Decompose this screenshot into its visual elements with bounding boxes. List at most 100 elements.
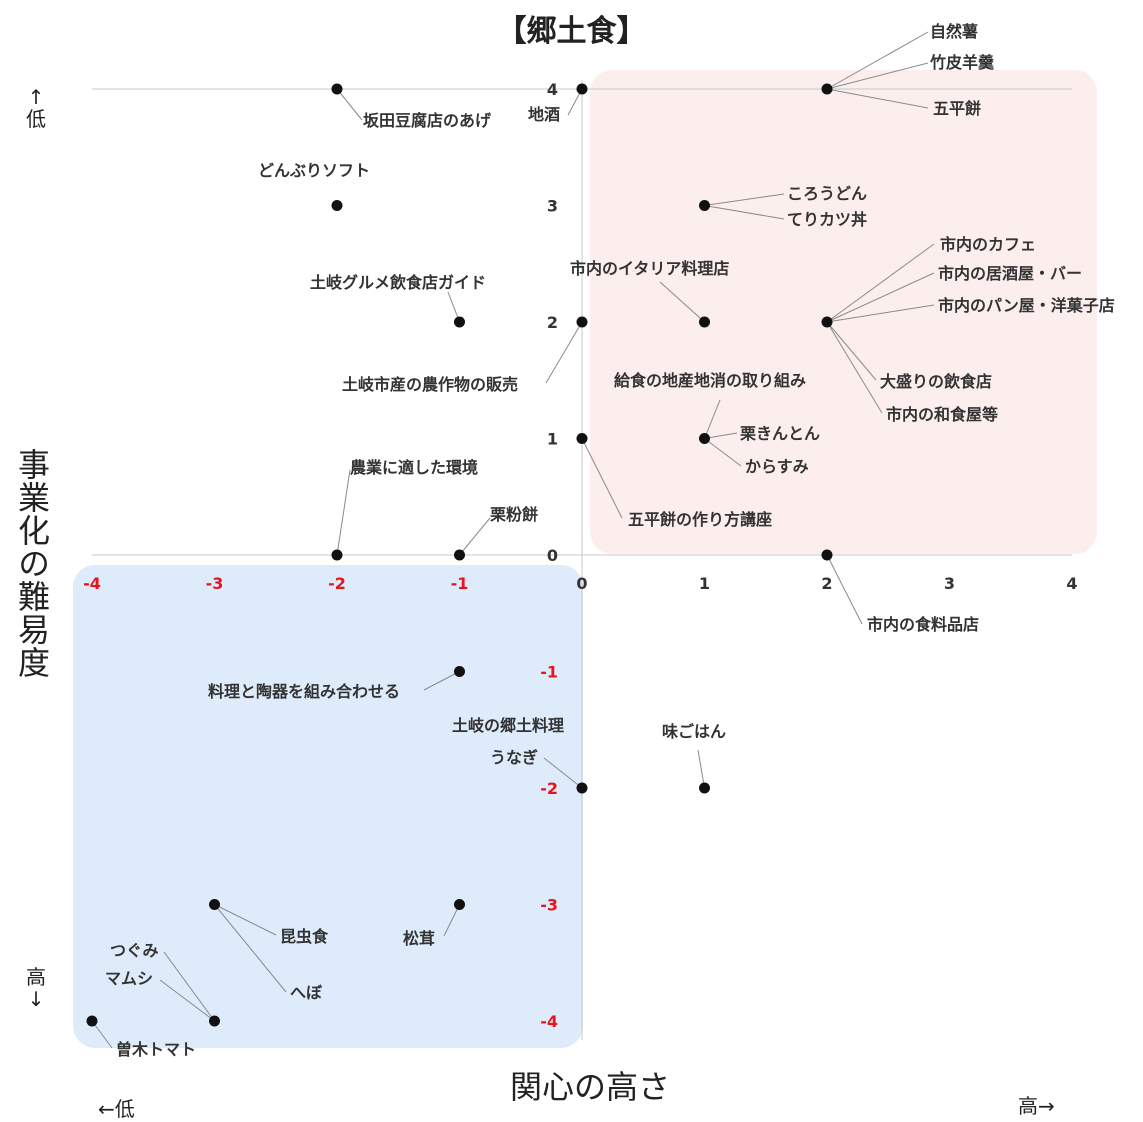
leader-line <box>826 62 929 90</box>
data-point <box>576 83 588 95</box>
leader-line <box>336 88 363 121</box>
data-point <box>576 316 588 328</box>
point-label: うなぎ <box>490 748 538 767</box>
y-tick-label: -4 <box>540 1012 558 1031</box>
y-tick-label: 4 <box>547 80 558 99</box>
y-axis-low-indicator: ↑ 低 <box>26 85 46 131</box>
data-point <box>821 549 833 561</box>
leader-line <box>545 321 583 384</box>
point-label: 曽木トマト <box>116 1040 196 1059</box>
leader-line <box>336 469 351 556</box>
leader-line <box>214 904 277 936</box>
y-axis-high-indicator: 高 ↓ <box>26 965 46 1011</box>
data-point <box>209 899 220 910</box>
point-label: へぼ <box>290 983 323 1002</box>
leader-line <box>543 757 583 789</box>
quadrant-backgrounds <box>73 70 1097 1048</box>
point-label: 昆虫食 <box>280 927 329 946</box>
point-label: からすみ <box>745 457 809 476</box>
y-tick-label: 1 <box>547 430 558 449</box>
leader-line <box>826 304 935 323</box>
tick-labels: 1 2 3 4 -4 -3 -2 -1 0 4 3 2 1 0 -1 -2 -3 -4 <box>83 80 1077 1031</box>
point-label: 土岐市産の農作物の販売 <box>342 375 518 394</box>
point-label: 自然薯 <box>930 22 978 41</box>
leader-line <box>91 1020 113 1049</box>
leader-line <box>443 904 460 937</box>
y-axis-label: 事業化の難易度 <box>13 448 51 679</box>
y-tick-label: -2 <box>540 779 558 798</box>
point-label: 土岐グルメ飲食店ガイド <box>310 273 486 292</box>
leader-line <box>826 321 883 414</box>
data-point <box>454 666 465 677</box>
point-label: ころうどん <box>787 184 867 203</box>
x-tick-label: 2 <box>821 574 832 593</box>
data-point <box>454 899 465 910</box>
y-tick-label: 2 <box>547 313 558 332</box>
point-label: 市内の和食屋等 <box>886 405 998 424</box>
data-point <box>331 83 343 95</box>
leader-line <box>214 904 287 993</box>
data-point <box>576 433 588 444</box>
data-point <box>331 200 343 211</box>
x-axis-high-indicator: 高→ <box>1018 1094 1055 1118</box>
chart-title: 【郷土食】 <box>496 14 647 49</box>
y-tick-label: 0 <box>547 546 558 565</box>
x-tick-label: -2 <box>328 574 346 593</box>
leader-line <box>163 951 215 1022</box>
point-label: 農業に適した環境 <box>350 458 478 477</box>
x-tick-label: -1 <box>451 574 469 593</box>
data-points <box>86 83 833 1027</box>
high-interest-quadrant <box>590 70 1097 554</box>
point-label: 五平餅の作り方講座 <box>628 510 772 529</box>
x-tick-label: 0 <box>576 574 587 593</box>
point-label: 味ごはん <box>662 722 726 741</box>
leader-line <box>704 399 721 439</box>
point-label: 栗粉餅 <box>490 505 538 524</box>
data-point <box>86 1015 98 1027</box>
point-label: どんぶりソフト <box>258 161 370 180</box>
point-label: 市内の食料品店 <box>867 615 979 634</box>
data-point <box>454 549 465 561</box>
point-label: 給食の地産地消の取り組み <box>614 371 806 390</box>
point-label: 大盛りの飲食店 <box>880 372 992 391</box>
point-label: 土岐の郷土料理 <box>452 716 564 735</box>
leader-lines <box>91 31 935 1049</box>
point-label: 市内のカフェ <box>940 235 1036 254</box>
point-label: 松茸 <box>403 929 435 948</box>
data-point <box>209 1015 220 1027</box>
point-label: 市内のイタリア料理店 <box>570 259 729 278</box>
x-tick-label: 4 <box>1066 574 1077 593</box>
point-label: 料理と陶器を組み合わせる <box>208 682 400 701</box>
point-label: マムシ <box>105 969 153 988</box>
point-label: てりカツ丼 <box>787 210 867 229</box>
x-axis-label: 関心の高さ <box>509 1068 670 1106</box>
data-point <box>331 549 343 561</box>
point-label: 竹皮羊羹 <box>929 53 995 72</box>
low-interest-quadrant <box>73 565 583 1048</box>
leader-line <box>159 979 215 1022</box>
data-point <box>576 782 588 794</box>
point-label: 市内のパン屋・洋菓子店 <box>938 296 1115 315</box>
x-tick-label: 1 <box>699 574 710 593</box>
data-point <box>699 433 710 444</box>
point-label: 地酒 <box>528 105 560 124</box>
x-tick-label: -3 <box>206 574 224 593</box>
point-label: つぐみ <box>110 941 158 960</box>
leader-line <box>659 281 705 323</box>
point-label: 市内の居酒屋・バー <box>938 264 1082 283</box>
data-point <box>821 83 833 95</box>
leader-line <box>704 438 742 467</box>
point-label: 坂田豆腐店のあげ <box>363 111 492 130</box>
leader-line <box>826 272 935 323</box>
x-tick-label: -4 <box>83 574 101 593</box>
y-tick-label: -3 <box>540 896 558 915</box>
leader-line <box>826 31 929 90</box>
leader-line <box>423 671 460 691</box>
data-point <box>699 316 710 328</box>
data-point <box>699 200 710 211</box>
leader-line <box>581 438 623 519</box>
x-tick-label: 3 <box>944 574 955 593</box>
x-axis-low-indicator: ←低 <box>98 1097 135 1121</box>
leader-line <box>826 554 863 625</box>
